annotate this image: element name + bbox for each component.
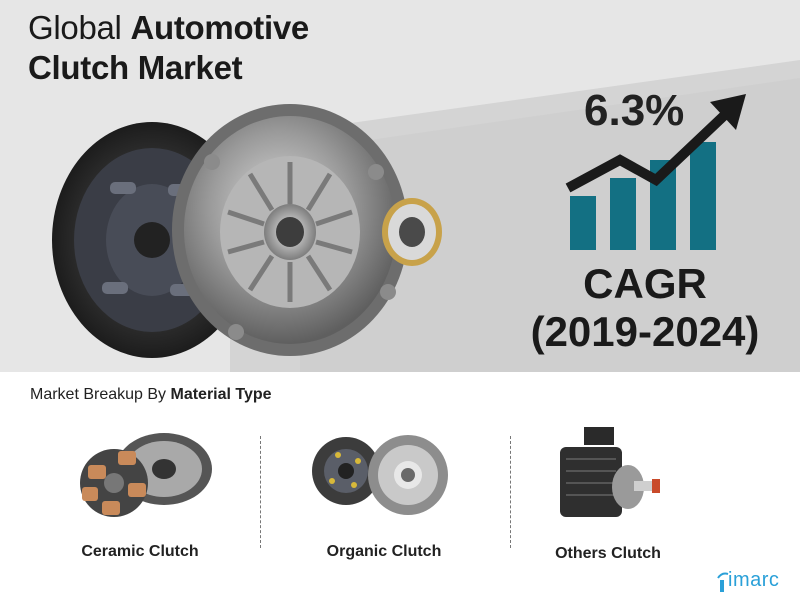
- organic-clutch-image: [312, 435, 448, 515]
- cagr-period: (2019-2024): [530, 308, 760, 355]
- section-divider: [510, 436, 511, 548]
- product-label: Others Clutch: [555, 545, 661, 562]
- title-bold-line2: Clutch Market: [28, 49, 243, 86]
- title-prefix: Global: [28, 9, 131, 46]
- brand-logo-text: imarc: [728, 569, 780, 591]
- breakup-heading-prefix: Market Breakup By: [30, 386, 171, 403]
- cagr-bar: [690, 142, 716, 250]
- cagr-bar: [610, 178, 636, 250]
- ceramic-clutch-image: [80, 433, 212, 517]
- cagr-growth-graphic: [565, 94, 746, 250]
- product-label: Ceramic Clutch: [81, 543, 199, 560]
- breakup-heading-bold: Material Type: [170, 386, 272, 403]
- section-divider: [260, 436, 261, 548]
- brand-mark-icon: [717, 572, 729, 592]
- product-ceramic: Ceramic Clutch: [20, 425, 260, 575]
- breakup-heading: Market Breakup By Material Type: [30, 386, 272, 404]
- automotive-clutch-kit-image: [52, 104, 442, 358]
- title-bold-line1: Automotive: [130, 9, 309, 46]
- product-others: Others Clutch: [488, 425, 728, 575]
- brand-logo: imarc: [716, 566, 796, 596]
- cagr-value: 6.3%: [584, 86, 685, 135]
- page-title: Global Automotive Clutch Market: [28, 8, 309, 88]
- cagr-bar: [570, 196, 596, 250]
- product-label: Organic Clutch: [326, 543, 442, 560]
- product-organic: Organic Clutch: [264, 425, 504, 575]
- cagr-bars: [570, 142, 716, 250]
- others-clutch-image: [560, 427, 660, 517]
- cagr-label: CAGR: [583, 260, 707, 307]
